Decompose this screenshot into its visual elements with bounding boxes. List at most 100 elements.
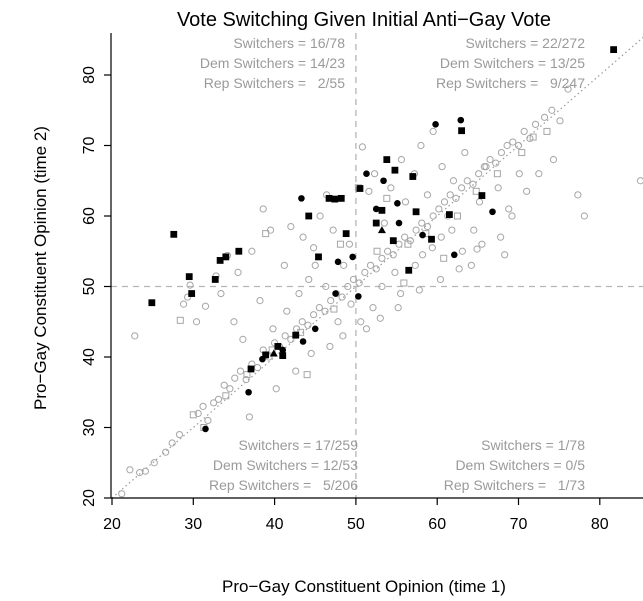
point-open-circle	[369, 304, 377, 312]
point-open-circle	[505, 205, 513, 213]
point-open-circle	[186, 281, 194, 289]
annotation-top-left-line: Rep Switchers = 2/55	[204, 75, 345, 91]
x-tick-label: 60	[428, 516, 446, 533]
point-open-circle	[482, 163, 490, 171]
point-filled-square	[445, 211, 453, 218]
point-open-circle	[259, 205, 267, 213]
point-open-square	[189, 411, 197, 419]
point-open-circle	[248, 247, 256, 255]
point-open-circle	[461, 148, 469, 157]
point-filled-square	[279, 352, 287, 359]
point-filled-square	[216, 257, 224, 264]
point-open-circle	[429, 212, 437, 220]
chart-title: Vote Switching Given Initial Anti−Gay Vo…	[177, 9, 551, 31]
point-open-circle	[448, 226, 456, 234]
point-open-square	[373, 247, 381, 255]
point-filled-circle	[380, 177, 387, 185]
annotation-bottom-left-line: Rep Switchers = 5/206	[209, 477, 358, 493]
point-open-circle	[245, 413, 253, 421]
point-filled-circle	[457, 116, 465, 124]
point-open-circle	[281, 332, 289, 340]
point-open-circle	[184, 293, 192, 301]
quadrant-annotations: Switchers = 16/78 Dem Switchers = 14/23 Re…	[200, 35, 585, 493]
point-open-circle	[418, 251, 427, 259]
point-open-circle	[515, 170, 523, 178]
data-points	[118, 46, 643, 498]
point-open-circle	[429, 127, 437, 135]
point-open-circle	[423, 222, 432, 231]
point-open-circle	[210, 399, 218, 407]
point-filled-square	[188, 290, 196, 297]
x-tick-label: 40	[266, 516, 284, 533]
annotation-top-left-line: Dem Switchers = 14/23	[200, 55, 345, 71]
point-open-circle	[397, 156, 406, 164]
point-filled-square	[378, 206, 386, 214]
point-filled-circle	[432, 121, 439, 128]
point-open-circle	[523, 187, 531, 195]
point-open-circle	[239, 335, 247, 343]
annotation-top-right-line: Dem Switchers = 13/25	[440, 55, 585, 71]
point-open-square	[383, 194, 391, 202]
y-tick-label: 40	[81, 348, 98, 366]
point-filled-triangle	[377, 226, 386, 234]
point-open-circle	[475, 198, 484, 206]
y-tick-label: 30	[81, 419, 98, 437]
point-open-circle	[118, 490, 126, 498]
point-filled-square	[372, 219, 380, 227]
point-open-circle	[339, 332, 347, 340]
point-open-circle	[415, 286, 423, 294]
point-filled-circle	[419, 231, 426, 239]
point-open-circle	[310, 311, 318, 319]
reference-lines	[111, 33, 643, 498]
point-filled-square	[262, 351, 270, 359]
point-open-circle	[305, 275, 313, 284]
point-open-circle	[564, 85, 572, 93]
point-open-circle	[322, 282, 330, 291]
point-open-circle	[428, 244, 436, 252]
point-open-circle	[280, 261, 288, 269]
point-open-circle	[435, 205, 443, 213]
point-open-circle	[380, 219, 388, 227]
point-open-circle	[266, 226, 275, 234]
point-open-circle	[418, 219, 426, 227]
y-tick-label: 80	[81, 66, 98, 84]
point-open-circle	[345, 240, 353, 248]
point-open-circle	[531, 120, 540, 128]
point-open-circle	[378, 254, 386, 262]
point-filled-square	[458, 127, 465, 135]
point-filled-square	[409, 173, 417, 180]
point-open-circle	[514, 141, 523, 150]
point-open-circle	[394, 304, 402, 312]
point-open-circle	[150, 459, 158, 467]
point-open-circle	[338, 293, 346, 301]
point-filled-square	[274, 343, 282, 350]
point-open-circle	[417, 141, 425, 150]
point-open-circle	[298, 318, 306, 326]
point-filled-circle	[395, 219, 403, 227]
point-filled-circle	[394, 200, 401, 207]
point-open-circle	[242, 375, 250, 384]
point-filled-square	[337, 194, 345, 202]
point-filled-square	[389, 237, 397, 245]
point-open-circle	[253, 363, 262, 372]
x-tick-label: 50	[347, 516, 365, 533]
point-open-circle	[535, 170, 543, 178]
point-open-circle	[540, 113, 549, 121]
point-open-circle	[321, 307, 329, 315]
point-open-circle	[168, 439, 176, 447]
point-filled-square	[412, 208, 420, 216]
point-open-circle	[549, 156, 558, 164]
point-open-square	[222, 392, 230, 400]
point-open-circle	[401, 233, 409, 241]
point-open-circle	[357, 318, 365, 326]
point-open-circle	[329, 226, 337, 234]
point-open-circle	[508, 212, 516, 220]
point-filled-square	[170, 230, 178, 238]
annotation-top-right-line: Switchers = 22/272	[466, 35, 586, 51]
point-open-circle	[556, 117, 564, 125]
point-open-circle	[358, 143, 367, 151]
point-open-circle	[214, 395, 223, 403]
point-filled-square	[235, 247, 243, 255]
annotation-bottom-right-line: Switchers = 1/78	[481, 437, 585, 453]
